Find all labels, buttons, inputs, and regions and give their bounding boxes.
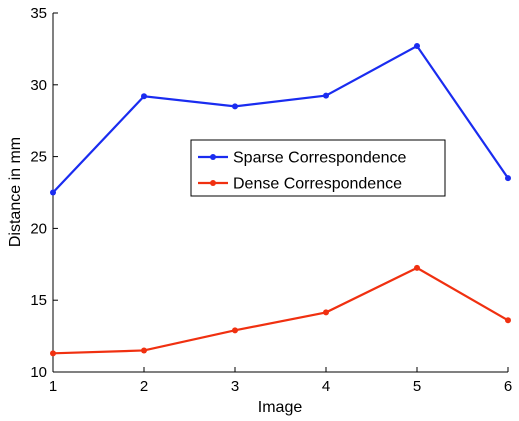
series-layer bbox=[50, 43, 511, 357]
x-tick-label: 6 bbox=[504, 378, 512, 395]
legend-label-dense-correspondence: Dense Correspondence bbox=[233, 176, 402, 193]
data-point-sparse-correspondence bbox=[141, 93, 147, 100]
data-point-dense-correspondence bbox=[414, 264, 420, 271]
data-point-sparse-correspondence bbox=[50, 189, 56, 196]
data-point-dense-correspondence bbox=[141, 347, 147, 354]
data-point-sparse-correspondence bbox=[414, 43, 420, 50]
data-point-sparse-correspondence bbox=[323, 92, 329, 99]
legend-box bbox=[190, 139, 446, 197]
legend-marker-sparse-correspondence bbox=[210, 154, 216, 160]
y-axis-title: Distance in mm bbox=[7, 137, 24, 247]
y-tick-label: 10 bbox=[30, 364, 47, 381]
x-tick-label: 2 bbox=[140, 378, 148, 395]
x-tick-label: 5 bbox=[413, 378, 421, 395]
data-point-dense-correspondence bbox=[505, 317, 511, 324]
y-tick-label: 20 bbox=[30, 220, 47, 237]
x-axis-title: Image bbox=[258, 399, 303, 416]
x-tick-label: 1 bbox=[49, 378, 57, 395]
data-point-sparse-correspondence bbox=[232, 103, 238, 110]
data-point-dense-correspondence bbox=[323, 309, 329, 316]
data-point-sparse-correspondence bbox=[505, 175, 511, 182]
y-tick-label: 35 bbox=[30, 5, 47, 22]
legend-marker-dense-correspondence bbox=[210, 180, 216, 186]
legend-label-sparse-correspondence: Sparse Correspondence bbox=[233, 150, 407, 167]
series-line-sparse-correspondence bbox=[52, 44, 509, 194]
data-point-dense-correspondence bbox=[232, 327, 238, 334]
y-tick-label: 15 bbox=[30, 292, 47, 309]
x-tick-label: 4 bbox=[322, 378, 330, 395]
ticks: 1 2 3 4 5 6 10 15 20 25 30 35 bbox=[30, 5, 512, 395]
data-point-dense-correspondence bbox=[50, 350, 56, 357]
y-tick-label: 30 bbox=[30, 77, 47, 94]
x-tick-label: 3 bbox=[231, 378, 239, 395]
series-line-dense-correspondence bbox=[52, 266, 509, 355]
legend: Sparse Correspondence Dense Correspondenc… bbox=[190, 139, 446, 197]
y-tick-label: 25 bbox=[30, 149, 47, 166]
